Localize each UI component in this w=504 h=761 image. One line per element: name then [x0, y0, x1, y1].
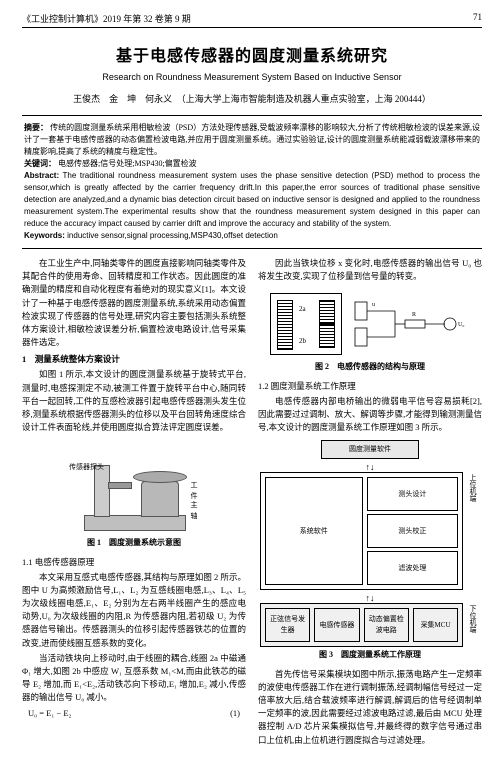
- abstract-block: 摘要： 传统的圆度测量系统采用相敏检波（PSD）方法处理传感器,受载波频率漂移的…: [22, 115, 482, 249]
- page-header: 《工业控制计算机》2019 年第 32 卷第 9 期 71: [22, 12, 482, 28]
- fig2-label-2a: 2a: [299, 304, 306, 315]
- fig3-label-lower: 下位机端: [465, 603, 480, 647]
- equation-1-number: (1): [230, 707, 240, 720]
- keywords-zh-label: 关键词：: [24, 159, 56, 168]
- paper-subtitle-en: Research on Roundness Measurement System…: [22, 72, 482, 82]
- figure-2-caption: 图 2 电感传感器的结构与原理: [258, 361, 482, 373]
- fig1-label-work: 工件: [189, 480, 199, 502]
- right-p2: 首先传信号采集模块如图中所示,振荡电路产生一定频率的波使电传感器工作在进行调制振…: [258, 668, 482, 747]
- intro-paragraph: 在工业生产中,同轴类零件的圆度直接影响同轴类零件及其配合件的使用寿命、回转精度和…: [22, 257, 246, 349]
- fig3-box-sensor: 电感传感器: [314, 608, 359, 642]
- page-number: 71: [473, 12, 482, 25]
- body-columns: 在工业生产中,同轴类零件的圆度直接影响同轴类零件及其配合件的使用寿命、回转精度和…: [22, 257, 482, 749]
- fig3-box-osc: 正弦信号发生器: [265, 608, 310, 642]
- fig3-label-upper: 上位机端: [465, 472, 480, 594]
- abstract-en-text: The traditional roundness measurement sy…: [24, 171, 480, 228]
- fig2-circuit-diagram: R u U₀: [350, 294, 470, 354]
- fig3-box-design: 测头设计: [367, 477, 459, 511]
- figure-1-caption: 图 1 圆度测量系统示意图: [22, 537, 246, 549]
- section-1-2-title: 1.2 圆度测量系统工作原理: [258, 380, 482, 393]
- equation-1: U₀ = E₁ − E₂ (1): [22, 707, 246, 720]
- keywords-en-text: inductive sensor,signal processing,MSP43…: [67, 231, 278, 240]
- paper-authors: 王俊杰 金 坤 何永义 （上海大学上海市智能制造及机器人重点实验室，上海 200…: [22, 92, 482, 105]
- fig3-box-calib: 测头校正: [367, 514, 459, 548]
- fig2-label-u: u: [372, 302, 375, 308]
- figure-1: 传感器探头 工件 主轴 图 1 圆度测量系统示意图: [22, 440, 246, 549]
- fig2-label-uo: U₀: [458, 322, 464, 328]
- keywords-zh-text: 电感传感器;信号处理;MSP430;偏置检波: [58, 159, 197, 168]
- fig2-label-r: R: [412, 312, 416, 318]
- equation-1-body: U₀ = E₁ − E₂: [28, 707, 72, 720]
- fig1-label-axis: 主轴: [189, 500, 199, 522]
- fig3-box-mcu: 采集MCU: [413, 608, 458, 642]
- section-1-paragraph: 如图 1 所示,本文设计的圆度测量系统基于旋转式平台,测量时,电感探测定不动,被…: [22, 368, 246, 434]
- right-column: 因此当铁块位移 x 变化时,电感传感器的输出信号 U₀ 也将发生改变,实现了位移…: [258, 257, 482, 749]
- fig2-coil-diagram: 2a 2b: [270, 293, 342, 355]
- left-column: 在工业生产中,同轴类零件的圆度直接影响同轴类零件及其配合件的使用寿命、回转精度和…: [22, 257, 246, 749]
- figure-3-caption: 图 3 圆度测量系统工作原理: [258, 649, 482, 661]
- journal-name: 《工业控制计算机》2019 年第 32 卷第 9 期: [22, 12, 191, 25]
- right-p1: 因此当铁块位移 x 变化时,电感传感器的输出信号 U₀ 也将发生改变,实现了位移…: [258, 257, 482, 283]
- fig3-box-syssoft: 系统软件: [265, 477, 363, 585]
- section-1-1-p2: 当活动铁块向上移动时,由于线圈的耦合,线圈 2a 中磁通 Φ₁ 增大,如图 2b…: [22, 652, 246, 705]
- section-1-1-title: 1.1 电感传感器原理: [22, 556, 246, 569]
- section-1-title: 1 测量系统整体方案设计: [22, 353, 246, 366]
- abstract-zh-text: 传统的圆度测量系统采用相敏检波（PSD）方法处理传感器,受载波频率漂移的影响较大…: [24, 123, 480, 156]
- abstract-zh-label: 摘要：: [24, 123, 48, 132]
- figure-2: 2a 2b: [258, 289, 482, 373]
- abstract-en-label: Abstract:: [24, 171, 59, 180]
- fig3-box-detect: 动态偏置检波电路: [364, 608, 409, 642]
- fig3-top-box: 圆度测量软件: [321, 440, 419, 459]
- paper-title: 基于电感传感器的圆度测量系统研究: [22, 42, 482, 66]
- fig1-label-sensor: 传感器探头: [69, 462, 104, 473]
- section-1-1-p1: 本文采用互感式电感传感器,其结构与原理如图 2 所示。图中 U 为高频激励信号,…: [22, 571, 246, 650]
- keywords-en-label: Keywords:: [24, 231, 65, 240]
- figure-3: 圆度测量软件 ↑↓ 系统软件 测头设计 测头校正 滤波处理 上位机端: [258, 440, 482, 661]
- section-1-2-p1: 电感传感器内部电桥输出的微弱电平信号容易损耗[2],因此需要过过调制、放大、解调…: [258, 395, 482, 435]
- fig3-box-filter: 滤波处理: [367, 551, 459, 585]
- fig2-label-2b: 2b: [299, 336, 306, 347]
